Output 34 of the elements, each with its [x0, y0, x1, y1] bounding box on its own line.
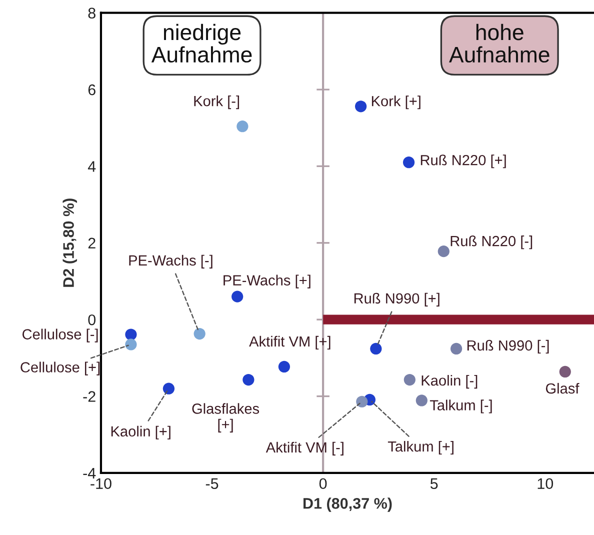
annotation: Talkum [-]: [430, 400, 492, 414]
annotation: Ruß N990 [-]: [467, 340, 549, 354]
y-tick-label: 0: [88, 314, 96, 326]
y-tick-label: 2: [88, 238, 96, 248]
annotation: Kork [+]: [372, 96, 420, 110]
annotation: Glasflakes [+]: [192, 403, 260, 432]
y-axis-title: D2 (15,80 %): [62, 198, 77, 287]
annotation: Kaolin [-]: [422, 374, 478, 389]
x-tick-label: -5: [206, 478, 218, 490]
annotation: Kork [-]: [194, 96, 240, 110]
x-tick-label: 0: [319, 478, 327, 490]
x-axis-title: D1 (80,37 %): [304, 498, 392, 512]
annotation: Kaolin [+]: [111, 426, 170, 440]
annotation: Glasf: [546, 382, 580, 394]
annotation: Aktifit VM [-]: [266, 442, 344, 456]
annotation: PE-Wachs [-]: [129, 254, 212, 268]
annotation: Cellulose [+]: [20, 362, 100, 376]
annotation: Talkum [+]: [388, 440, 454, 455]
annotation: niedrige Aufnahme: [151, 24, 252, 63]
x-tick-label: -10: [90, 478, 112, 490]
x-tick-label: 10: [538, 478, 554, 490]
annotation: Ruß N220 [+]: [420, 154, 506, 168]
annotation: Cellulose [-]: [22, 328, 98, 342]
y-tick-label: 8: [88, 8, 96, 19]
annotation: Aktifit VM [+]: [249, 336, 330, 350]
y-tick-label: -4: [83, 468, 96, 478]
y-tick-label: 6: [88, 84, 96, 96]
annotation: hohe Aufnahme: [449, 24, 550, 63]
annotation: Ruß N220 [-]: [450, 236, 532, 250]
y-tick-label: -2: [83, 391, 96, 402]
annotation: Ruß N990 [+]: [354, 292, 440, 306]
annotation: PE-Wachs [+]: [224, 274, 310, 288]
y-tick-label: 4: [88, 161, 96, 172]
x-tick-label: 5: [430, 478, 438, 490]
